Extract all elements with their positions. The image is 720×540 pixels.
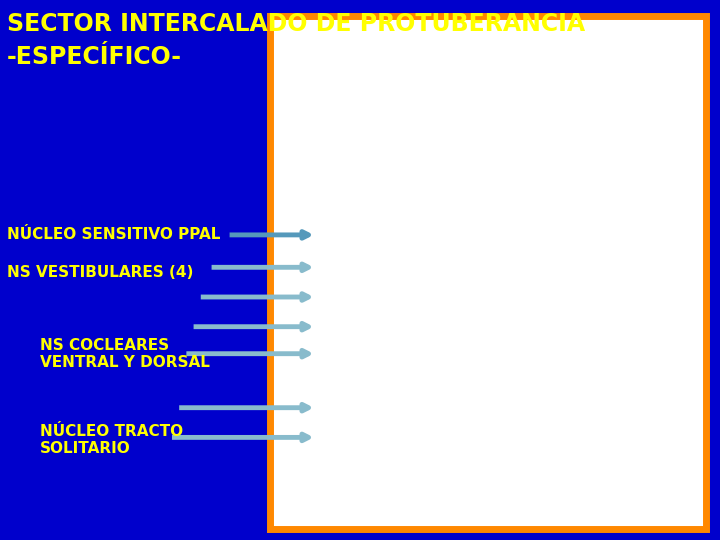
Text: NÚCLEO SENSITIVO PPAL: NÚCLEO SENSITIVO PPAL: [7, 227, 220, 242]
Bar: [270, 16, 706, 529]
Text: NS VESTIBULARES (4): NS VESTIBULARES (4): [7, 265, 194, 280]
Text: -ESPECÍFICO-: -ESPECÍFICO-: [7, 45, 182, 69]
Text: SECTOR INTERCALADO DE PROTUBERANCIA: SECTOR INTERCALADO DE PROTUBERANCIA: [7, 12, 585, 36]
Text: NS COCLEARES
VENTRAL Y DORSAL: NS COCLEARES VENTRAL Y DORSAL: [40, 338, 210, 370]
Text: NÚCLEO TRACTO
SOLITARIO: NÚCLEO TRACTO SOLITARIO: [40, 424, 183, 456]
